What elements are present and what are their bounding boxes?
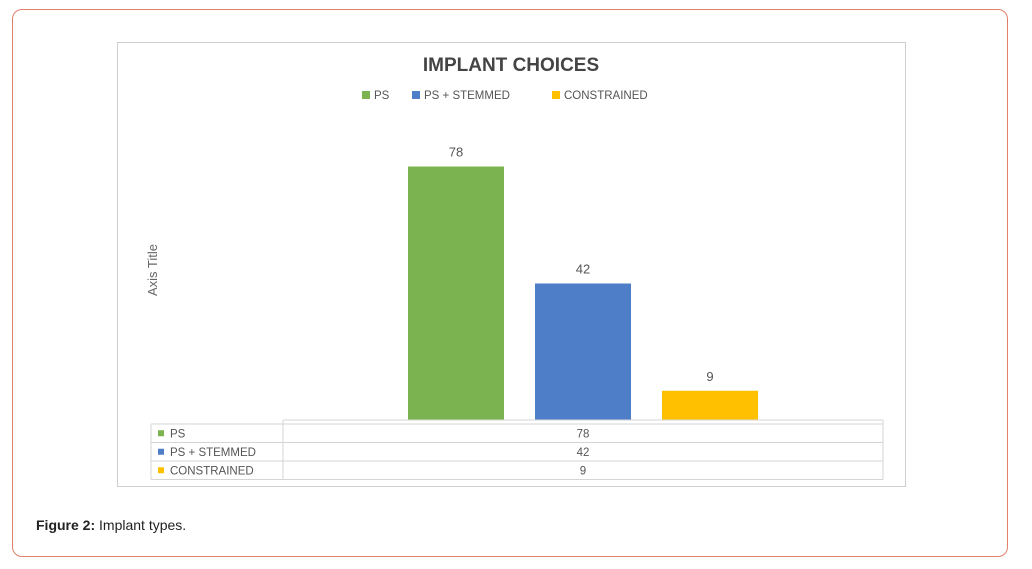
- bar-constrained: [662, 390, 758, 420]
- legend-swatch-ps-stemmed: [412, 91, 420, 99]
- table-swatch-ps: [158, 430, 164, 437]
- chart-title: IMPLANT CHOICES: [423, 55, 599, 76]
- article-figure-frame: [12, 9, 1008, 557]
- bar-ps: [408, 166, 504, 420]
- caption-label: Figure 2:: [36, 517, 96, 533]
- table-row-label-constrained: CONSTRAINED: [170, 465, 254, 477]
- table-swatch-constrained: [158, 467, 164, 474]
- legend-swatch-ps: [362, 91, 370, 99]
- data-label-ps: 78: [449, 145, 463, 160]
- legend-label-ps: PS: [374, 90, 390, 102]
- table-swatch-ps-stemmed: [158, 448, 164, 455]
- table-row-label-ps: PS: [170, 428, 186, 440]
- legend-label-ps-stemmed: PS + STEMMED: [424, 90, 510, 102]
- chart-container: [117, 42, 906, 487]
- table-row-label-ps-stemmed: PS + STEMMED: [170, 447, 256, 459]
- data-label-ps-stemmed: 42: [576, 262, 590, 277]
- table-row-value-ps: 78: [577, 428, 590, 440]
- y-axis-title: Axis Title: [145, 244, 160, 296]
- bar-ps-stemmed: [535, 283, 631, 420]
- legend-label-constrained: CONSTRAINED: [564, 90, 648, 102]
- caption-text: Implant types.: [99, 517, 187, 533]
- data-label-constrained: 9: [706, 369, 713, 384]
- table-row-value-ps-stemmed: 42: [577, 447, 590, 459]
- table-row-value-constrained: 9: [580, 465, 586, 477]
- bars: 78 42 9: [408, 145, 758, 420]
- figure-caption: Figure 2: Implant types.: [36, 517, 186, 533]
- legend: PS PS + STEMMED CONSTRAINED: [362, 90, 648, 102]
- legend-swatch-constrained: [552, 91, 560, 99]
- data-table: PS 78 PS + STEMMED 42 CONSTRAINED 9: [150, 419, 884, 480]
